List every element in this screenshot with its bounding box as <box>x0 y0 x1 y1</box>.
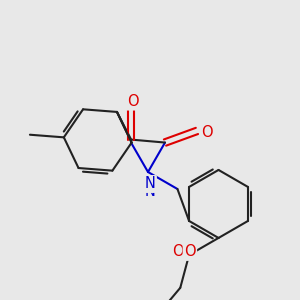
Text: O: O <box>127 94 139 109</box>
Text: O: O <box>201 125 213 140</box>
Text: O: O <box>172 244 184 260</box>
Text: O: O <box>127 94 139 109</box>
Text: N: N <box>145 184 155 199</box>
Text: N: N <box>145 176 155 191</box>
Text: O: O <box>184 244 196 260</box>
Text: O: O <box>201 125 213 140</box>
